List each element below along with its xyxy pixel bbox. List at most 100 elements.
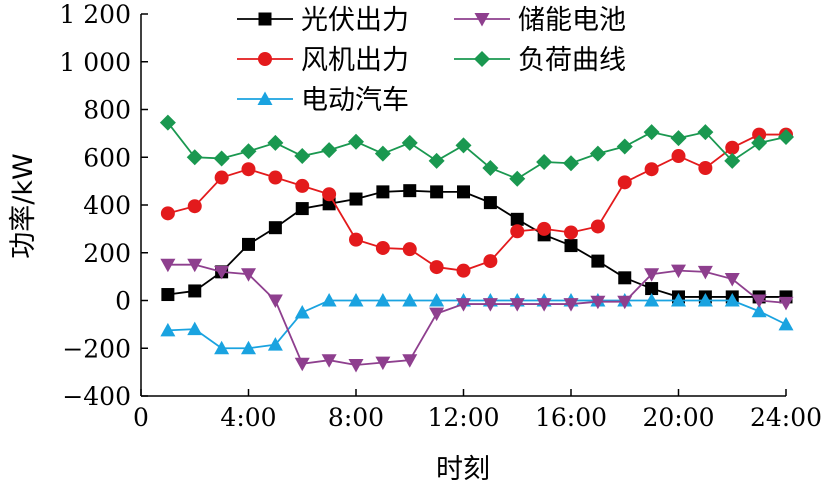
data-point (536, 154, 553, 171)
series-1 (160, 127, 793, 278)
data-point (724, 273, 740, 287)
y-tick-label: 800 (83, 96, 131, 125)
data-point (751, 294, 767, 308)
y-tick-label: 600 (83, 143, 131, 172)
data-point (752, 127, 767, 142)
y-tick-label: 1 000 (59, 48, 131, 77)
data-point (510, 224, 525, 239)
data-point (510, 212, 524, 226)
data-point (321, 142, 338, 159)
data-point (187, 199, 202, 214)
legend-entry: 电动汽车 (237, 85, 409, 116)
data-point (322, 187, 337, 202)
legend-label: 光伏出力 (301, 5, 409, 36)
x-tick-label: 4:00 (220, 403, 276, 432)
series-line (167, 263, 787, 366)
data-point (698, 160, 713, 175)
data-point (242, 237, 255, 251)
data-point (241, 162, 256, 177)
data-point (482, 159, 499, 176)
data-point (778, 128, 794, 145)
data-point (240, 143, 257, 160)
legend-marker (258, 12, 272, 26)
data-point (564, 239, 578, 253)
legend-marker (257, 91, 273, 105)
y-tick-label: −200 (62, 334, 131, 363)
legend-marker (474, 13, 490, 27)
data-point (482, 298, 498, 312)
data-point (456, 263, 471, 278)
data-point (617, 175, 632, 190)
data-point (483, 254, 498, 269)
data-point (697, 124, 714, 141)
data-point (403, 184, 417, 198)
data-point (402, 242, 417, 257)
data-point (643, 124, 660, 141)
legend-entry: 负荷曲线 (454, 45, 626, 76)
series-line (167, 299, 787, 350)
data-point (563, 155, 579, 172)
data-point (349, 192, 363, 206)
x-tick-label: 20:00 (642, 403, 714, 432)
data-point (375, 293, 391, 307)
series-4 (159, 114, 794, 187)
data-point (375, 356, 391, 371)
legend-marker (474, 51, 490, 67)
data-point (402, 293, 418, 307)
data-point (267, 294, 283, 308)
data-point (590, 295, 606, 310)
series-line (167, 133, 786, 272)
data-point (214, 170, 229, 185)
data-point (618, 271, 632, 285)
data-point (536, 298, 552, 312)
data-point (214, 265, 230, 280)
data-point (374, 145, 391, 162)
data-point (267, 337, 283, 351)
data-point (725, 140, 740, 155)
data-point (778, 316, 794, 331)
legend-entry: 光伏出力 (237, 5, 409, 36)
data-point (616, 138, 633, 155)
series-3 (160, 258, 794, 373)
data-point (564, 225, 578, 240)
data-point (159, 114, 176, 131)
data-point (645, 282, 659, 296)
y-tick-label: 1 200 (59, 0, 131, 29)
data-point (751, 134, 768, 151)
data-point (401, 134, 418, 151)
axes: −400 −200 0 200 400 600 800 1 000 1 200 0 4:00 8:00… (59, 0, 822, 432)
y-axis-title: 功率/kW (8, 153, 39, 258)
data-point (617, 295, 633, 310)
data-point (778, 296, 794, 311)
series-0 (161, 184, 793, 304)
data-point (349, 232, 363, 247)
data-point (430, 185, 444, 199)
data-point (455, 137, 472, 154)
data-point (187, 258, 203, 273)
legend-label: 储能电池 (518, 5, 626, 36)
data-point (348, 133, 364, 150)
data-point (429, 307, 445, 322)
data-point (671, 149, 686, 164)
data-point (402, 354, 418, 368)
data-point (537, 221, 552, 236)
data-point (591, 254, 605, 268)
x-tick-label: 16:00 (535, 403, 607, 432)
data-point (509, 298, 525, 312)
data-point (268, 221, 282, 235)
data-point (509, 170, 526, 187)
data-point (294, 304, 310, 319)
data-point (348, 358, 364, 373)
x-tick-label: 8:00 (328, 403, 384, 432)
data-point (429, 260, 444, 275)
data-point (268, 170, 283, 185)
data-point (241, 268, 256, 282)
data-point (751, 303, 767, 318)
data-point (348, 293, 364, 307)
legend-label: 风机出力 (301, 45, 409, 76)
legend-marker (258, 52, 272, 66)
data-point (724, 293, 740, 307)
legend-entry: 风机出力 (237, 45, 409, 76)
data-point (160, 322, 176, 337)
